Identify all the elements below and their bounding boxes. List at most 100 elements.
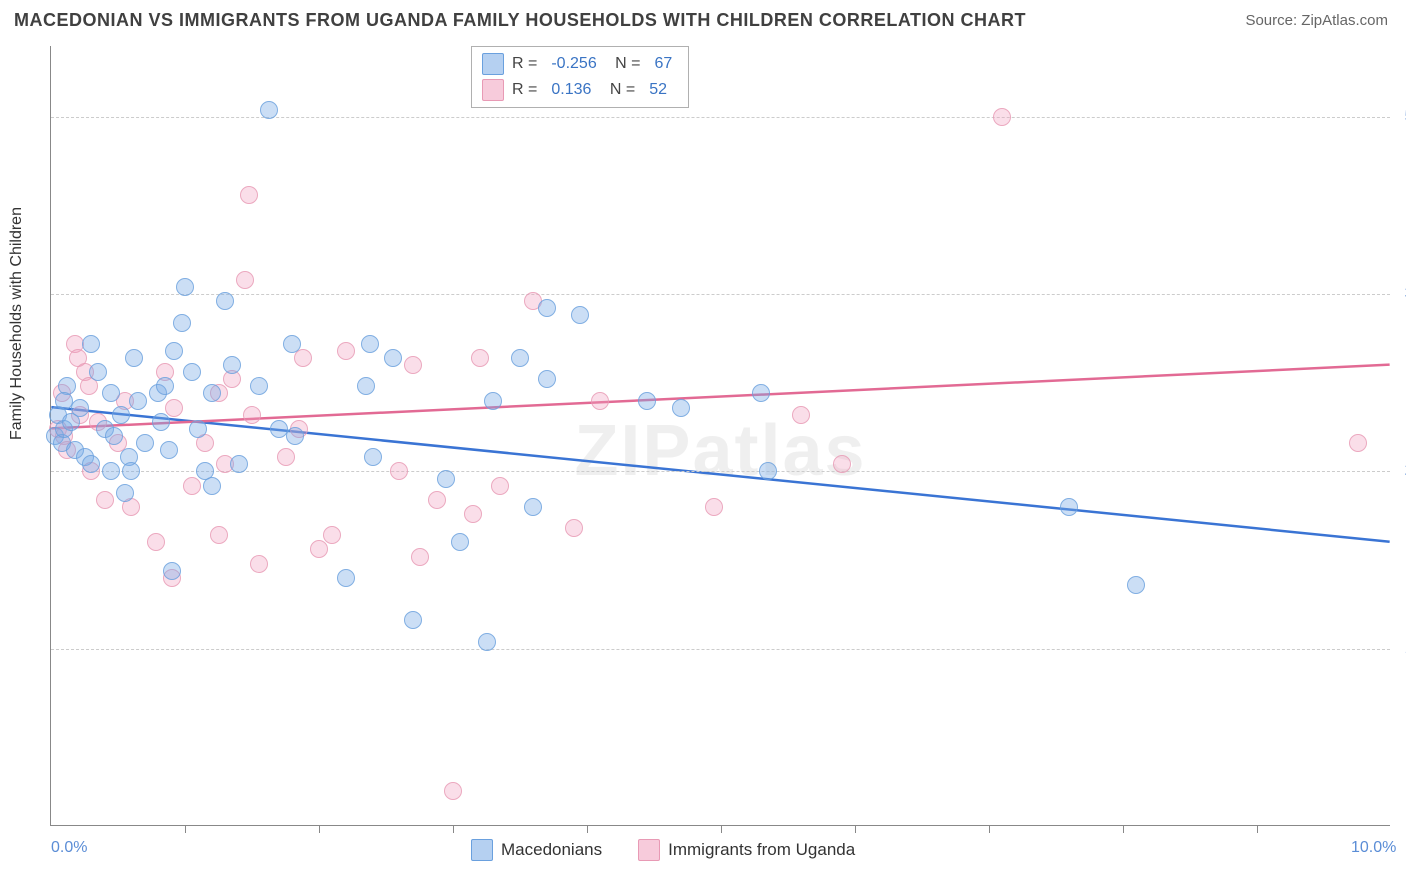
scatter-point: [672, 399, 690, 417]
scatter-point: [437, 470, 455, 488]
scatter-point: [156, 377, 174, 395]
scatter-point: [277, 448, 295, 466]
scatter-point: [591, 392, 609, 410]
y-tick-label: 37.5%: [1395, 285, 1406, 303]
scatter-point: [464, 505, 482, 523]
scatter-point: [638, 392, 656, 410]
y-tick-label: 12.5%: [1395, 640, 1406, 658]
y-axis-label: Family Households with Children: [8, 207, 26, 440]
scatter-point: [323, 526, 341, 544]
y-tick-label: 25.0%: [1395, 462, 1406, 480]
scatter-point: [411, 548, 429, 566]
gridline-horizontal: [51, 471, 1390, 472]
scatter-point: [565, 519, 583, 537]
scatter-point: [260, 101, 278, 119]
scatter-point: [116, 484, 134, 502]
stat-n-label: N =: [611, 55, 641, 73]
x-tick: [855, 825, 856, 833]
scatter-point: [833, 455, 851, 473]
legend-swatch: [638, 839, 660, 861]
x-tick: [1257, 825, 1258, 833]
scatter-point: [404, 356, 422, 374]
scatter-point: [112, 406, 130, 424]
stat-n-value: 67: [649, 55, 679, 73]
header: MACEDONIAN VS IMMIGRANTS FROM UGANDA FAM…: [0, 0, 1406, 37]
scatter-point: [183, 363, 201, 381]
x-tick: [319, 825, 320, 833]
scatter-point: [165, 342, 183, 360]
scatter-point: [283, 335, 301, 353]
scatter-point: [102, 384, 120, 402]
y-tick-label: 50.0%: [1395, 108, 1406, 126]
scatter-point: [538, 299, 556, 317]
scatter-point: [1060, 498, 1078, 516]
scatter-point: [759, 462, 777, 480]
scatter-point: [310, 540, 328, 558]
legend-swatch: [482, 53, 504, 75]
scatter-point: [428, 491, 446, 509]
scatter-point: [337, 569, 355, 587]
watermark: ZIPatlas: [574, 410, 866, 492]
scatter-point: [294, 349, 312, 367]
scatter-point: [147, 533, 165, 551]
scatter-point: [203, 384, 221, 402]
scatter-point: [122, 462, 140, 480]
scatter-point: [152, 413, 170, 431]
stat-r-value: -0.256: [545, 55, 602, 73]
scatter-point: [357, 377, 375, 395]
scatter-point: [173, 314, 191, 332]
legend-swatch: [482, 79, 504, 101]
scatter-point: [286, 427, 304, 445]
scatter-point: [189, 420, 207, 438]
scatter-point: [96, 491, 114, 509]
scatter-point: [210, 526, 228, 544]
x-tick: [721, 825, 722, 833]
scatter-point: [705, 498, 723, 516]
stat-row: R = -0.256 N = 67: [482, 51, 678, 77]
scatter-point: [538, 370, 556, 388]
scatter-point: [102, 462, 120, 480]
stat-r-label: R =: [512, 55, 537, 73]
gridline-horizontal: [51, 294, 1390, 295]
scatter-point: [105, 427, 123, 445]
scatter-point: [82, 335, 100, 353]
scatter-point: [361, 335, 379, 353]
scatter-point: [250, 377, 268, 395]
x-tick: [989, 825, 990, 833]
scatter-point: [364, 448, 382, 466]
legend-bottom: Macedonians Immigrants from Uganda: [471, 839, 855, 861]
x-tick: [185, 825, 186, 833]
scatter-point: [571, 306, 589, 324]
scatter-point: [71, 399, 89, 417]
scatter-point: [792, 406, 810, 424]
scatter-point: [524, 498, 542, 516]
scatter-point: [451, 533, 469, 551]
stat-r-label: R =: [512, 81, 537, 99]
scatter-point: [484, 392, 502, 410]
scatter-point: [752, 384, 770, 402]
scatter-point: [1349, 434, 1367, 452]
scatter-point: [250, 555, 268, 573]
scatter-point: [163, 562, 181, 580]
scatter-point: [390, 462, 408, 480]
stat-n-value: 52: [643, 81, 673, 99]
x-tick: [1123, 825, 1124, 833]
legend-swatch: [471, 839, 493, 861]
scatter-point: [230, 455, 248, 473]
chart-plot-area: ZIPatlas R =-0.256 N =67R =0.136 N =52 M…: [50, 46, 1390, 826]
scatter-point: [136, 434, 154, 452]
scatter-point: [511, 349, 529, 367]
x-tick-label: 10.0%: [1351, 839, 1396, 857]
scatter-point: [478, 633, 496, 651]
scatter-point: [236, 271, 254, 289]
x-tick: [587, 825, 588, 833]
legend-item: Immigrants from Uganda: [638, 839, 855, 861]
scatter-point: [160, 441, 178, 459]
scatter-point: [216, 292, 234, 310]
stat-r-value: 0.136: [545, 81, 597, 99]
scatter-point: [384, 349, 402, 367]
scatter-point: [404, 611, 422, 629]
legend-label: Immigrants from Uganda: [668, 840, 855, 860]
scatter-point: [444, 782, 462, 800]
legend-item: Macedonians: [471, 839, 602, 861]
